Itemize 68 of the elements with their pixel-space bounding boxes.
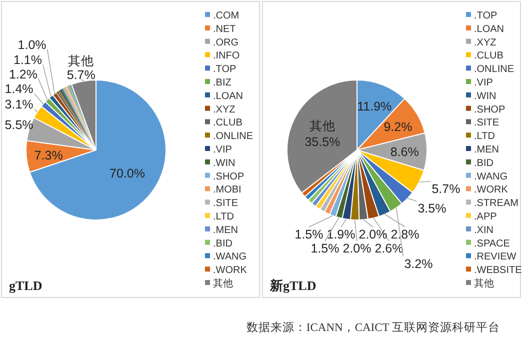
legend-label: .WIN — [474, 90, 496, 102]
legend-label: .VIP — [474, 78, 494, 88]
source-note: 数据来源：ICANN，CAICT 互联网资源科研平台 — [246, 321, 500, 334]
legend-label: .LTD — [213, 212, 234, 222]
data-label: 1.9% — [326, 228, 356, 242]
text: gTLD — [9, 278, 42, 293]
legend-label: .SITE — [474, 118, 500, 129]
data-label: 70.0% — [110, 166, 145, 180]
legend-label: .XIN — [474, 224, 494, 236]
legend-label: .APP — [474, 212, 498, 222]
legend-label: .ONLINE — [474, 64, 514, 76]
data-label: 3.1% — [4, 98, 34, 112]
data-label: 1.1% — [13, 53, 42, 68]
data-label: 1.0% — [18, 38, 46, 52]
data-label: 8.6% — [390, 145, 419, 160]
legend-label: .LOAN — [213, 90, 244, 102]
data-label: 其他 5.7% — [66, 54, 96, 82]
data-label: 1.2% — [8, 67, 38, 82]
legend-label: .WORK — [474, 184, 508, 196]
legend-label: .BIZ — [213, 78, 232, 88]
legend-label: .ORG — [213, 37, 239, 48]
legend-label: .INFO — [213, 50, 240, 62]
data-label: 5.5% — [4, 118, 34, 132]
data-label: 其他 35.5% — [304, 119, 340, 150]
data-label: 3.5% — [418, 202, 446, 216]
data-label: 1.4% — [4, 82, 34, 96]
legend-label: .CLUB — [213, 118, 243, 129]
legend-label: .NET — [213, 24, 236, 35]
legend-label: .SPACE — [474, 238, 510, 250]
legend-label: .WORK — [213, 265, 248, 276]
data-label: 2.0% — [358, 228, 388, 242]
legend-label: .SHOP — [213, 171, 244, 182]
data-label: 5.7% — [432, 182, 460, 196]
legend-label: .BID — [474, 158, 494, 169]
data-label: 1.5% — [294, 228, 324, 242]
data-label: 2.6% — [374, 242, 404, 256]
text: 新gTLD — [269, 278, 316, 293]
legend-label: .XYZ — [213, 104, 236, 116]
legend-label: .MOBI — [213, 184, 242, 196]
data-label: 2.8% — [390, 228, 420, 242]
legend-label: .SHOP — [474, 104, 506, 116]
legend-label: .TOP — [213, 64, 236, 76]
legend-label: .BID — [213, 238, 232, 250]
legend-label: .VIP — [213, 144, 232, 156]
legend-label: .STREAM — [474, 198, 518, 210]
data-label: 11.9% — [357, 100, 392, 114]
legend-label: .WANG — [213, 252, 247, 263]
legend-label: .WANG — [474, 171, 508, 182]
data-label: 9.2% — [384, 120, 412, 134]
legend-label: 其他 — [474, 278, 494, 290]
data-label: 7.3% — [34, 148, 63, 162]
data-label: 1.5% — [310, 242, 340, 256]
legend-label: .ONLINE — [213, 131, 254, 142]
legend-label: .WIN — [213, 158, 236, 169]
legend-label: .COM — [213, 10, 240, 22]
legend-label: .MEN — [474, 144, 499, 156]
legend-label: .SITE — [213, 198, 238, 210]
legend-label: .CLUB — [474, 50, 504, 62]
data-label: 2.0% — [342, 242, 372, 256]
legend-label: .WEBSITE — [474, 265, 522, 276]
legend-label: .XYZ — [474, 37, 496, 48]
legend-label: .TOP — [474, 10, 498, 22]
data-label: 3.2% — [404, 256, 433, 271]
legend-label: .REVIEW — [474, 252, 517, 263]
legend-label: 其他 — [213, 278, 233, 290]
legend-label: .LTD — [474, 131, 495, 142]
legend-label: .MEN — [213, 224, 238, 236]
legend-label: .LOAN — [474, 24, 504, 35]
